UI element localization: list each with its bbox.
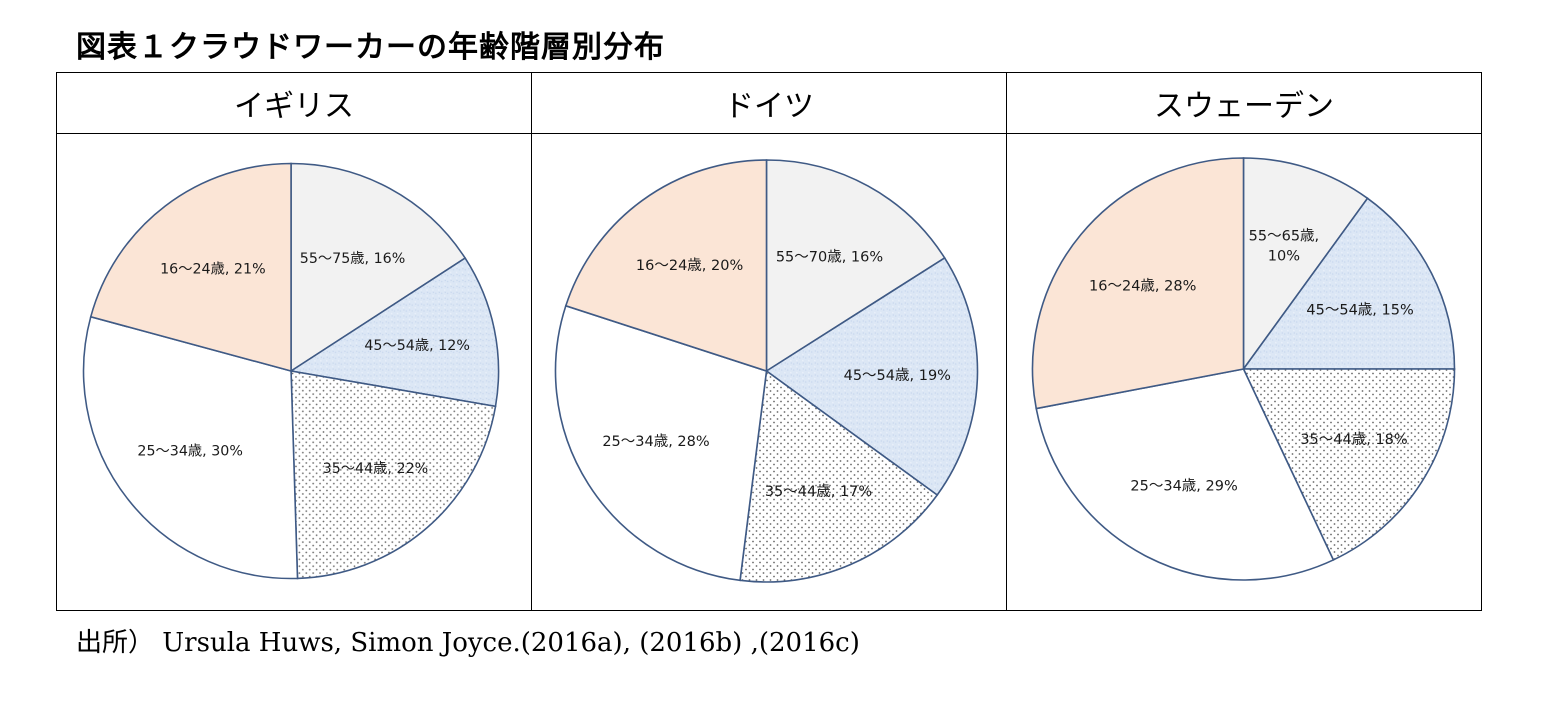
pie-slice-label: 16〜24歳, 20% [636, 257, 743, 274]
pie-slice-label: 16〜24歳, 21% [160, 261, 266, 278]
pie-slice-55+ [290, 162, 467, 373]
country-header-germany: ドイツ [531, 72, 1007, 134]
country-header-uk: イギリス [56, 72, 532, 134]
pie-cell-sweden: 55〜65歳, 10% 45〜54歳, 15% 35〜44歳, 18% 25〜34歳, … [1006, 133, 1482, 611]
pie-chart-uk: 55〜75歳, 16% 45〜54歳, 12% 35〜44歳, 22% 25〜34歳,… [82, 162, 500, 580]
pie-slice-label: 55〜70歳, 16% [776, 248, 883, 265]
pie-slice-25-34 [554, 304, 768, 582]
pie-slice-label: 25〜34歳, 30% [137, 443, 243, 460]
country-header-row: イギリス ドイツ スウェーデン [56, 72, 1482, 134]
pie-slice-label: 35〜44歳, 18% [1300, 431, 1407, 448]
pie-slice-label: 25〜34歳, 29% [1130, 478, 1237, 495]
pie-slice-55+ [765, 159, 946, 373]
pie-slice-25-34 [1035, 368, 1335, 581]
pie-slice-45-54 [765, 256, 979, 497]
pie-slice-label: 55〜75歳, 16% [300, 250, 406, 267]
pie-slice-16-24 [564, 159, 768, 373]
pie-row: 55〜75歳, 16% 45〜54歳, 12% 35〜44歳, 22% 25〜34歳,… [56, 133, 1482, 611]
pie-slice-label: 45〜54歳, 19% [844, 367, 951, 384]
pie-slice-label: 25〜34歳, 28% [602, 433, 709, 450]
pie-slice-35-44 [290, 370, 497, 580]
pie-slice-55+ [1242, 157, 1369, 372]
pie-slice-label: 35〜44歳, 22% [323, 460, 429, 477]
pie-slice-label: 35〜44歳, 17% [765, 483, 872, 500]
pie-chart-sweden: 55〜65歳, 10% 45〜54歳, 15% 35〜44歳, 18% 25〜34歳, … [1031, 157, 1456, 581]
chart-grid-table: イギリス ドイツ スウェーデン 55〜75歳, 16% 45〜54歳, 12% 35… [56, 72, 1482, 611]
pie-chart-germany: 55〜70歳, 16% 45〜54歳, 19% 35〜44歳, 17% 25〜34歳,… [554, 159, 979, 583]
source-note: 出所） Ursula Huws, Simon Joyce.(2016a), (2… [76, 628, 860, 658]
pie-slice-35-44 [1242, 368, 1456, 561]
pie-slice-25-34 [82, 315, 299, 580]
pie-slice-16-24 [89, 162, 292, 373]
figure-title: 図表１クラウドワーカーの年齢階層別分布 [76, 30, 665, 65]
pie-slice-45-54 [288, 257, 500, 408]
pie-slice-35-44 [739, 369, 939, 583]
pie-slice-45-54 [1241, 197, 1456, 370]
pie-slice-label: 55〜65歳, 10% [1249, 228, 1320, 265]
pie-cell-germany: 55〜70歳, 16% 45〜54歳, 19% 35〜44歳, 17% 25〜34歳,… [531, 133, 1007, 611]
pie-slice-16-24 [1031, 157, 1245, 410]
pie-slice-label: 16〜24歳, 28% [1089, 278, 1196, 295]
country-header-sweden: スウェーデン [1006, 72, 1482, 134]
pie-cell-uk: 55〜75歳, 16% 45〜54歳, 12% 35〜44歳, 22% 25〜34歳,… [56, 133, 532, 611]
pie-slice-label: 45〜54歳, 12% [364, 337, 470, 354]
pie-slice-label: 45〜54歳, 15% [1306, 302, 1413, 319]
